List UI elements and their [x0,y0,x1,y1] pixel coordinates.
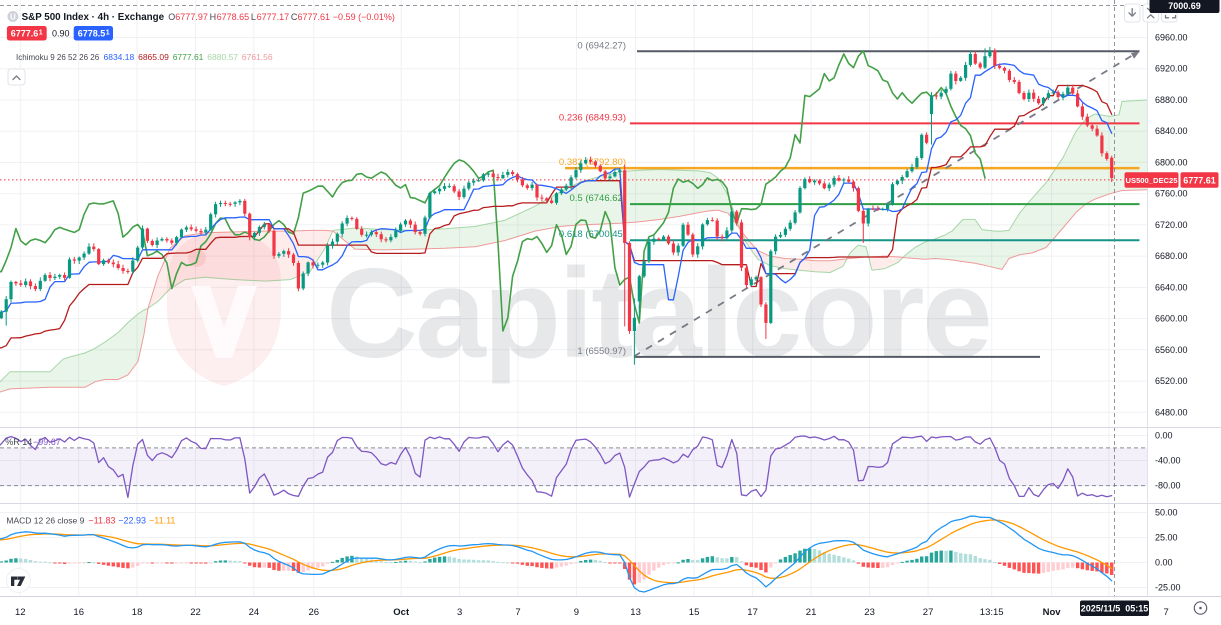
svg-text:6777.6: 6777.6 [11,29,39,39]
svg-text:0.00: 0.00 [1155,558,1173,568]
svg-text:6920.00: 6920.00 [1155,64,1188,74]
svg-text:7: 7 [515,607,520,618]
svg-text:MACD 12 26 close 9: MACD 12 26 close 9 [6,516,84,526]
svg-text:−11.83: −11.83 [88,516,115,526]
svg-text:6761.56: 6761.56 [242,52,273,62]
svg-text:18: 18 [132,607,143,618]
svg-text:O: O [168,12,175,22]
svg-text:C: C [291,12,298,22]
svg-text:%R 14: %R 14 [5,437,32,447]
svg-text:−99.67: −99.67 [33,437,61,447]
svg-text:-25.00: -25.00 [1155,583,1181,593]
svg-text:27: 27 [923,607,934,618]
svg-text:L: L [251,12,256,22]
svg-text:9: 9 [574,607,579,618]
svg-text:6720.00: 6720.00 [1155,220,1188,230]
svg-text:16: 16 [73,607,84,618]
svg-text:6777.61: 6777.61 [298,12,331,22]
svg-text:7000.69: 7000.69 [1168,1,1201,11]
svg-text:6760.00: 6760.00 [1155,189,1188,199]
svg-text:-40.00: -40.00 [1155,456,1181,466]
svg-text:13: 13 [630,607,641,618]
svg-text:6778.5: 6778.5 [78,29,106,39]
svg-text:1: 1 [106,30,110,37]
svg-text:22: 22 [190,607,201,618]
svg-text:6834.18: 6834.18 [104,52,135,62]
svg-text:6480.00: 6480.00 [1155,407,1188,417]
svg-text:6960.00: 6960.00 [1155,33,1188,43]
svg-text:15: 15 [689,607,700,618]
svg-text:6520.00: 6520.00 [1155,376,1188,386]
svg-text:6778.65: 6778.65 [217,12,250,22]
svg-text:6600.00: 6600.00 [1155,314,1188,324]
svg-text:Oct: Oct [393,607,410,618]
svg-text:0.00: 0.00 [1155,430,1173,440]
svg-text:−0.59 (−0.01%): −0.59 (−0.01%) [333,12,395,22]
svg-text:0.382 (6792.80): 0.382 (6792.80) [559,157,626,168]
svg-text:21: 21 [806,607,817,618]
svg-text:13:15: 13:15 [980,607,1004,618]
svg-text:0.236 (6849.93): 0.236 (6849.93) [559,112,626,123]
svg-text:6680.00: 6680.00 [1155,251,1188,261]
svg-text:6880.57: 6880.57 [207,52,238,62]
svg-text:0.5 (6746.62): 0.5 (6746.62) [569,193,626,204]
svg-text:−11.11: −11.11 [149,516,175,526]
svg-text:6777.61: 6777.61 [173,52,204,62]
svg-text:2025/11/5 05:15: 2025/11/5 05:15 [1081,604,1149,614]
svg-text:17: 17 [747,607,758,618]
svg-text:6640.00: 6640.00 [1155,282,1188,292]
svg-text:6840.00: 6840.00 [1155,126,1188,136]
svg-text:23: 23 [864,607,875,618]
svg-text:S&P 500 Index · 4h · Exchange: S&P 500 Index · 4h · Exchange [22,12,165,23]
svg-text:0 (6942.27): 0 (6942.27) [577,40,626,51]
svg-text:6880.00: 6880.00 [1155,95,1188,105]
svg-text:US500_DEC25: US500_DEC25 [1126,176,1179,185]
svg-text:6777.17: 6777.17 [257,12,290,22]
svg-text:12: 12 [15,607,26,618]
svg-text:Nov: Nov [1043,607,1062,618]
svg-text:26: 26 [309,607,320,618]
svg-text:1: 1 [39,30,43,37]
svg-text:0.618 (6700.45): 0.618 (6700.45) [559,229,626,240]
svg-text:25.00: 25.00 [1155,533,1178,543]
svg-text:6865.09: 6865.09 [138,52,169,62]
svg-text:Capitalcore: Capitalcore [326,242,990,384]
svg-text:6777.97: 6777.97 [175,12,208,22]
svg-text:−22.93: −22.93 [118,516,146,526]
svg-text:6777.61: 6777.61 [1183,175,1216,185]
svg-text:-80.00: -80.00 [1155,481,1181,491]
svg-text:0.90: 0.90 [52,29,70,39]
svg-text:24: 24 [249,607,260,618]
svg-text:1 (6550.97): 1 (6550.97) [577,346,626,357]
svg-text:6800.00: 6800.00 [1155,157,1188,167]
svg-text:H: H [210,12,217,22]
svg-text:6560.00: 6560.00 [1155,345,1188,355]
svg-text:7: 7 [1163,607,1168,618]
svg-text:U: U [10,13,16,22]
svg-text:3: 3 [457,607,462,618]
svg-text:Ichimoku 9 26 52 26 26: Ichimoku 9 26 52 26 26 [16,53,100,62]
svg-text:50.00: 50.00 [1155,508,1178,518]
